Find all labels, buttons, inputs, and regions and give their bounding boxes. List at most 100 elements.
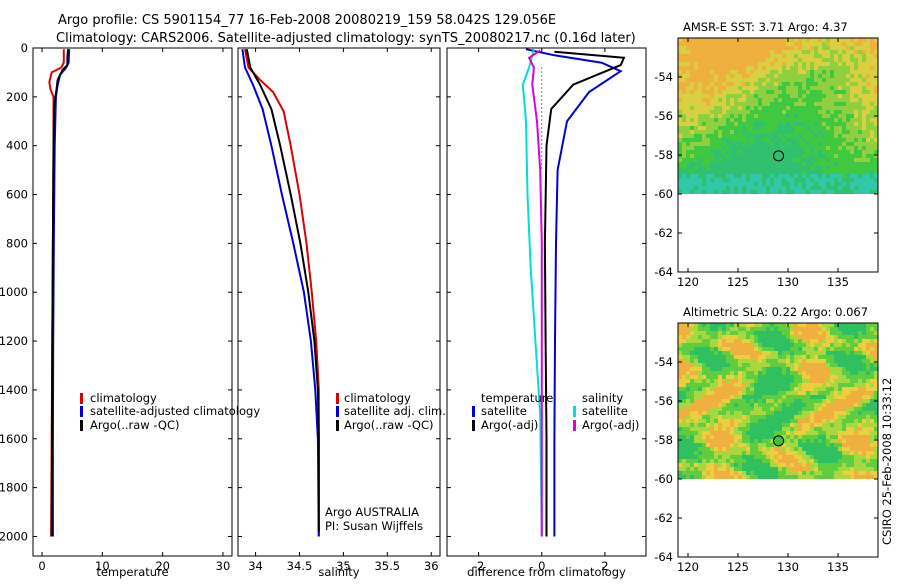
heatmap-cell [866,170,871,175]
heatmap-cell [822,467,827,472]
heatmap-cell [846,182,851,187]
heatmap-cell [762,174,767,179]
heatmap-cell [782,351,787,356]
heatmap-cell [766,451,771,456]
heatmap-cell [830,114,835,119]
heatmap-cell [738,154,743,159]
heatmap-cell [710,387,715,392]
heatmap-cell [822,70,827,75]
heatmap-cell [714,42,719,47]
heatmap-cell [854,359,859,364]
heatmap-cell [838,66,843,71]
heatmap-cell [710,467,715,472]
heatmap-cell [818,423,823,428]
heatmap-cell [842,154,847,159]
heatmap-cell [826,162,831,167]
heatmap-cell [854,78,859,83]
heatmap-cell [874,82,879,87]
heatmap-cell [830,138,835,143]
heatmap-cell [762,158,767,163]
heatmap-cell [870,455,875,460]
heatmap-cell [806,190,811,195]
heatmap-cell [790,98,795,103]
heatmap-cell [810,351,815,356]
heatmap-cell [838,351,843,356]
heatmap-cell [686,447,691,452]
heatmap-cell [750,379,755,384]
heatmap-cell [734,58,739,63]
heatmap-cell [714,50,719,55]
heatmap-cell [770,415,775,420]
heatmap-cell [874,74,879,79]
heatmap-cell [794,42,799,47]
heatmap-cell [722,98,727,103]
heatmap-cell [822,435,827,440]
heatmap-cell [858,158,863,163]
heatmap-cell [850,471,855,476]
heatmap-cell [682,467,687,472]
heatmap-cell [682,90,687,95]
heatmap-cell [726,166,731,171]
heatmap-cell [682,102,687,107]
heatmap-cell [790,70,795,75]
heatmap-cell [802,62,807,67]
heatmap-cell [862,439,867,444]
heatmap-cell [710,174,715,179]
heatmap-cell [782,367,787,372]
heatmap-cell [734,130,739,135]
heatmap-cell [778,431,783,436]
heatmap-cell [794,66,799,71]
heatmap-cell [734,339,739,344]
heatmap-cell [850,178,855,183]
heatmap-cell [834,110,839,115]
heatmap-cell [862,387,867,392]
heatmap-cell [826,391,831,396]
heatmap-cell [770,359,775,364]
heatmap-cell [846,142,851,147]
heatmap-cell [814,174,819,179]
heatmap-cell [690,371,695,376]
heatmap-cell [866,126,871,131]
heatmap-cell [814,70,819,75]
heatmap-cell [802,323,807,328]
heatmap-cell [686,86,691,91]
heatmap-cell [786,335,791,340]
heatmap-cell [742,38,747,43]
heatmap-cell [710,82,715,87]
heatmap-cell [874,38,879,43]
heatmap-cell [854,106,859,111]
heatmap-cell [850,150,855,155]
heatmap-cell [822,50,827,55]
heatmap-cell [706,411,711,416]
heatmap-cell [790,399,795,404]
heatmap-cell [754,54,759,59]
heatmap-cell [810,170,815,175]
heatmap-cell [746,186,751,191]
heatmap-cell [838,455,843,460]
heatmap-cell [714,471,719,476]
heatmap-cell [850,138,855,143]
heatmap-cell [786,387,791,392]
heatmap-cell [738,110,743,115]
heatmap-cell [762,82,767,87]
heatmap-cell [826,447,831,452]
heatmap-cell [706,102,711,107]
heatmap-cell [710,463,715,468]
heatmap-cell [754,138,759,143]
heatmap-cell [826,110,831,115]
heatmap-cell [830,50,835,55]
heatmap-cell [682,146,687,151]
heatmap-cell [846,42,851,47]
heatmap-cell [782,78,787,83]
heatmap-cell [786,419,791,424]
heatmap-cell [754,367,759,372]
heatmap-cell [730,475,735,480]
heatmap-cell [762,467,767,472]
heatmap-cell [754,391,759,396]
heatmap-cell [774,335,779,340]
heatmap-cell [858,38,863,43]
heatmap-cell [738,467,743,472]
heatmap-cell [738,363,743,368]
heatmap-cell [838,130,843,135]
heatmap-cell [822,447,827,452]
